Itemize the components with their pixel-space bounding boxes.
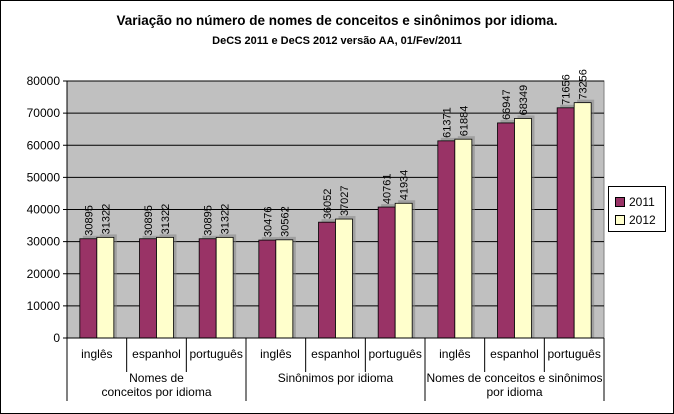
bar-2011 [437,140,456,339]
group-label: conceitos por idioma [101,385,211,399]
data-label: 31322 [100,204,112,235]
bar-2011 [318,221,336,339]
legend-swatch-2011 [615,196,625,207]
category-label: espanhol [311,347,360,361]
data-label: 31322 [220,204,232,235]
data-label: 30895 [143,205,155,236]
bar-2011 [198,238,217,339]
bar-2011 [377,206,396,339]
category-label: inglês [439,347,470,361]
chart-title: Variação no número de nomes de conceitos… [116,13,557,28]
y-tick-label: 70000 [27,106,61,120]
data-label: 30562 [279,206,291,237]
data-label: 61371 [441,107,453,138]
category-label: espanhol [132,347,181,361]
legend-item-2012: 2012 [615,212,656,227]
y-tick-label: 10000 [27,299,61,313]
bar-2012 [156,236,174,339]
bar-2011 [139,238,157,339]
data-label: 61884 [458,106,470,137]
bar-2011 [79,238,98,339]
category-label: português [368,347,421,361]
data-label: 41934 [399,170,411,201]
data-labels: 30895 31322 30895 31322 30895 31322 30476 30562… [83,69,589,237]
data-label: 31322 [160,204,172,235]
group-label: Nomes de [129,371,184,385]
data-label: 30476 [262,207,274,238]
bar-2012 [454,138,473,339]
bar-2012 [96,236,115,339]
data-label: 71656 [561,74,573,105]
bar-2012 [514,118,532,339]
data-label: 37027 [339,185,351,216]
legend: 2011 2012 [608,186,666,232]
category-label: inglês [260,347,291,361]
axes: 0 10000 20000 30000 40000 50000 60000 70000 8000… [27,74,605,401]
y-tick-label: 40000 [27,203,61,217]
data-label: 66947 [501,89,513,120]
bar-2012 [394,202,413,339]
group-label: por idioma [486,385,542,399]
legend-label-2012: 2012 [629,212,656,227]
bar-2011 [556,107,575,339]
category-label: português [189,347,242,361]
legend-label-2011: 2011 [629,194,655,209]
category-label: inglês [81,347,112,361]
chart-subtitle: DeCS 2011 e DeCS 2012 versão AA, 01/Fev/… [212,35,462,47]
data-label: 30895 [203,205,215,236]
bars [79,99,595,339]
group-label: Nomes de conceitos e sinônimos [426,371,602,385]
bar-2011 [258,239,277,339]
y-tick-label: 80000 [27,74,61,88]
data-label: 30895 [83,205,95,236]
y-tick-label: 0 [53,331,60,345]
y-tick-label: 30000 [27,235,61,249]
legend-swatch-2012 [615,214,625,225]
group-label: Sinônimos por idioma [278,371,394,385]
category-label: espanhol [490,347,539,361]
bar-2011 [497,122,515,339]
bar-2012 [573,102,592,339]
bar-2012 [275,239,294,339]
bar-2012 [215,236,234,339]
y-tick-label: 60000 [27,138,61,152]
y-tick-label: 20000 [27,267,61,281]
data-label: 73256 [578,69,590,100]
data-label: 68349 [518,85,530,116]
bar-2012 [335,218,353,339]
data-label: 36052 [322,189,334,220]
category-label: português [547,347,600,361]
data-label: 40761 [382,173,394,204]
legend-item-2011: 2011 [615,194,655,209]
y-tick-label: 50000 [27,170,61,184]
